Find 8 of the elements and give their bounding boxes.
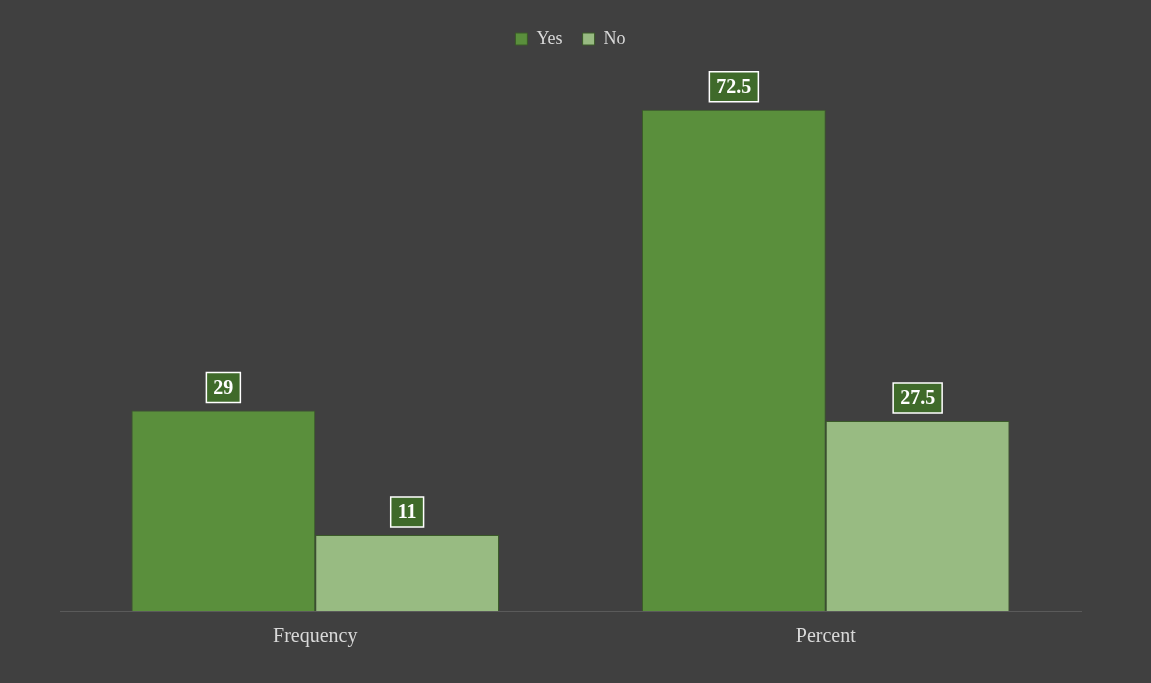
legend-label: No	[603, 27, 626, 48]
x-tick-label: Percent	[795, 624, 857, 647]
data-label: 11	[397, 500, 417, 523]
x-tick-label: Frequency	[273, 624, 358, 648]
legend-label: Yes	[536, 27, 563, 48]
data-label: 72.5	[716, 75, 752, 98]
data-label: 29	[213, 375, 234, 398]
data-label: 27.5	[900, 386, 936, 409]
